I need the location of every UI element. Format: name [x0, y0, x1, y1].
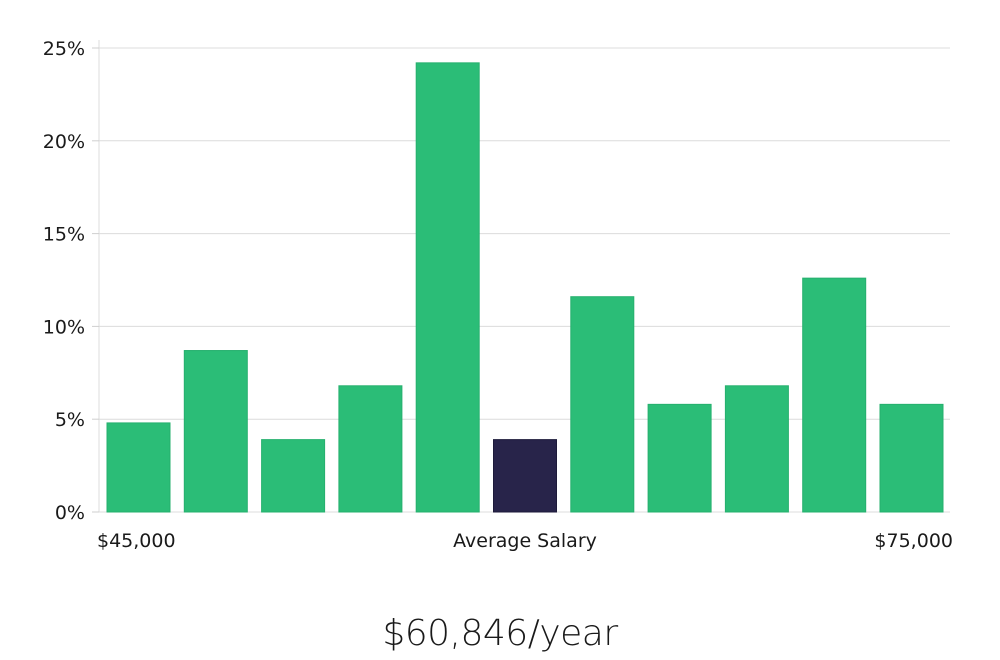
bar: [338, 385, 403, 513]
bar: [261, 439, 326, 513]
y-tick-label: 20%: [43, 131, 85, 153]
y-tick-label: 5%: [55, 409, 85, 431]
bar: [879, 403, 944, 513]
bar: [415, 62, 480, 513]
average-salary-value: $60,846/year: [382, 613, 618, 654]
salary-distribution-chart: 0%5%10%15%20%25% $45,000 Average Salary …: [43, 38, 953, 552]
y-tick-label: 15%: [43, 224, 85, 246]
x-max-label: $75,000: [874, 530, 953, 552]
bars: [106, 62, 944, 513]
y-axis-ticks: 0% 5% 10% 15% 20% 25%: [43, 38, 99, 524]
bar: [570, 296, 635, 513]
bar: [183, 350, 248, 513]
y-tick-label: 25%: [43, 38, 85, 60]
x-axis-label: Average Salary: [453, 530, 597, 552]
y-tick-label: 0%: [55, 502, 85, 524]
x-min-label: $45,000: [97, 530, 176, 552]
bar: [106, 422, 171, 513]
bar-highlighted: [493, 439, 557, 513]
y-tick-label: 10%: [43, 316, 85, 338]
bar: [724, 385, 789, 513]
bar: [802, 277, 867, 513]
bar: [647, 403, 712, 513]
